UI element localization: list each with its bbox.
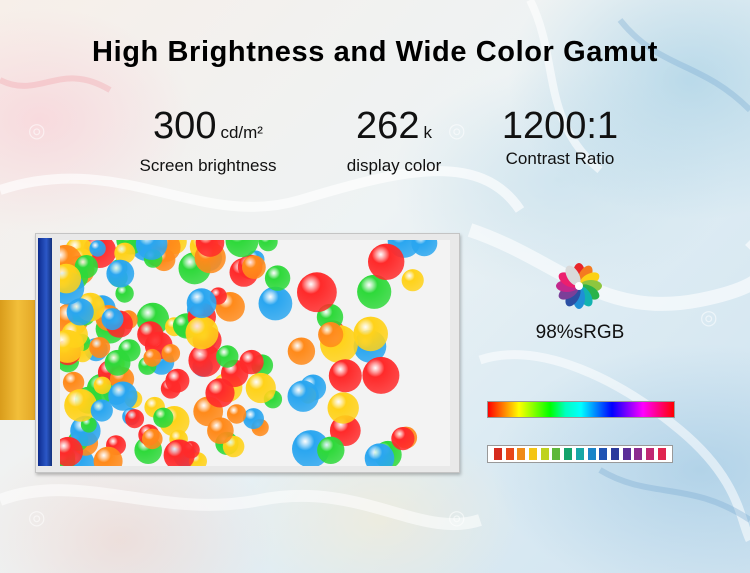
spec-display-color: 262 k display color — [330, 105, 458, 176]
panel-edge — [38, 238, 52, 466]
watermark-logo: ◎ — [448, 118, 466, 142]
watermark-logo: ◎ — [700, 305, 718, 329]
color-swatch — [552, 448, 561, 460]
spec-caption: Contrast Ratio — [505, 149, 615, 168]
watermark-logo: ◎ — [448, 505, 466, 529]
spec-brightness: 300 cd/m² Screen brightness — [118, 105, 298, 176]
spec-caption: Screen brightness — [139, 156, 277, 175]
color-swatch-strip — [487, 445, 673, 463]
colorful-balls-image — [60, 240, 438, 466]
spec-contrast: 1200:1 Contrast Ratio — [490, 105, 630, 169]
color-swatch — [529, 448, 538, 460]
spec-unit: cd/m² — [220, 123, 263, 142]
color-swatch — [587, 448, 596, 460]
spec-value: 262 — [356, 105, 420, 147]
spec-caption: display color — [346, 156, 442, 175]
page-title: High Brightness and Wide Color Gamut — [92, 36, 658, 68]
color-swatch — [575, 448, 584, 460]
spec-value: 1200:1 — [501, 105, 619, 147]
color-swatch — [646, 448, 655, 460]
spec-unit: k — [423, 123, 432, 142]
color-swatch — [517, 448, 526, 460]
color-swatch — [599, 448, 608, 460]
color-swatch — [564, 448, 573, 460]
color-swatch — [611, 448, 620, 460]
color-swatch — [493, 448, 502, 460]
color-swatch — [505, 448, 514, 460]
color-swatch — [634, 448, 643, 460]
watermark-logo: ◎ — [28, 118, 46, 142]
flex-cable — [0, 300, 36, 420]
gamut-label: 98%sRGB — [535, 322, 625, 343]
color-swatch — [657, 448, 666, 460]
color-spectrum-bar — [487, 401, 675, 418]
color-swatch — [540, 448, 549, 460]
lcd-screen-image — [60, 240, 450, 466]
spec-value: 300 — [153, 105, 217, 147]
watermark-logo: ◎ — [28, 505, 46, 529]
color-swatch — [622, 448, 631, 460]
color-wheel-icon — [556, 263, 602, 309]
